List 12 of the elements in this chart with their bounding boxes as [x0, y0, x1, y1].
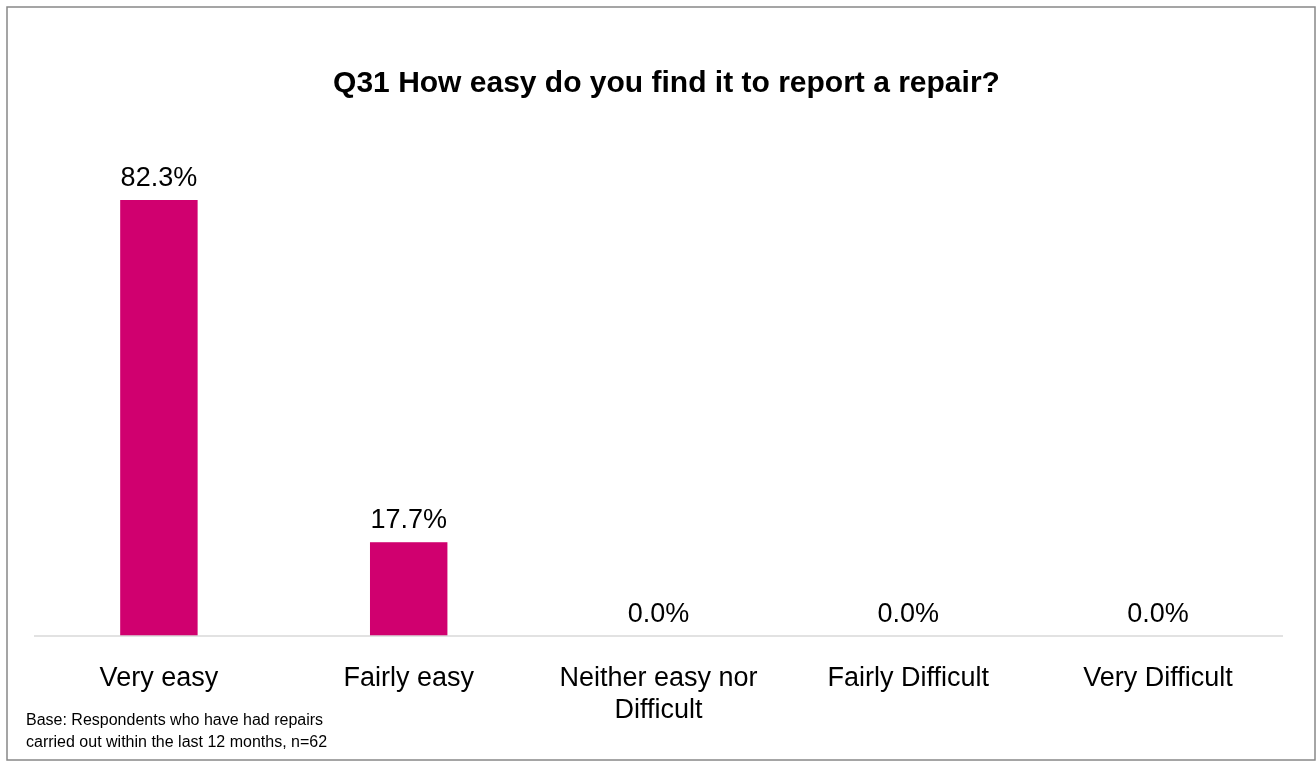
- text: Base: Respondents who have had repairs carried out within the last 12 months, n=62: [26, 711, 328, 750]
- data-label: 0.0%: [877, 598, 940, 628]
- data-label: 0.0%: [627, 598, 690, 628]
- x-tick-label: Fairly easy: [343, 662, 475, 692]
- x-tick-label: Neither easy nor Difficult: [559, 662, 758, 724]
- data-label: 17.7%: [370, 504, 447, 535]
- data-label: 82.3%: [120, 162, 198, 192]
- data-label: 0.0%: [1127, 598, 1189, 628]
- x-tick-label: Very Difficult: [1083, 662, 1234, 692]
- x-tick-label: Very easy: [99, 662, 219, 692]
- x-tick-label: Fairly Difficult: [827, 662, 990, 692]
- chart-title: Q31 How easy do you find it to report a repair?: [333, 65, 1000, 98]
